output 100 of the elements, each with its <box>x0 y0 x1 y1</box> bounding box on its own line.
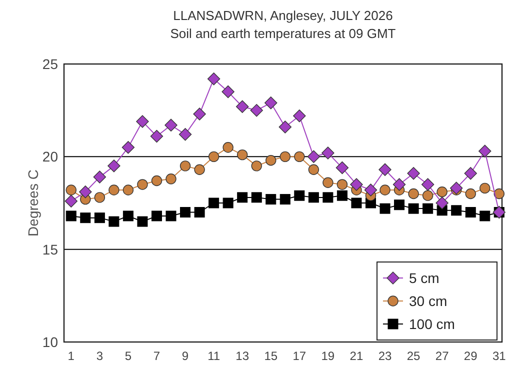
point <box>66 210 76 222</box>
legend-label: 30 cm <box>409 293 448 309</box>
point <box>408 188 419 200</box>
point <box>465 207 476 218</box>
point <box>478 144 492 158</box>
point <box>422 203 434 214</box>
point <box>480 210 490 222</box>
point <box>108 216 120 227</box>
point <box>308 192 319 203</box>
point <box>151 175 162 186</box>
point <box>137 179 148 190</box>
x-tick-label: 31 <box>492 349 506 363</box>
point <box>250 104 263 117</box>
y-tick-label: 25 <box>42 56 58 72</box>
point <box>307 150 320 164</box>
x-tick-label: 23 <box>378 349 392 363</box>
point <box>136 115 149 128</box>
point <box>237 192 248 203</box>
point <box>122 210 134 222</box>
point <box>264 96 278 110</box>
x-tick-label: 27 <box>435 349 450 363</box>
point <box>494 188 504 200</box>
point <box>193 108 206 120</box>
point <box>266 155 276 166</box>
point <box>207 72 220 86</box>
x-tick-label: 19 <box>321 349 335 363</box>
point <box>380 203 390 214</box>
point <box>180 160 191 172</box>
x-tick-label: 17 <box>292 349 306 363</box>
point <box>322 146 334 160</box>
point <box>322 177 334 188</box>
point <box>336 179 348 190</box>
point <box>122 184 134 196</box>
point <box>394 200 405 210</box>
point <box>294 190 305 201</box>
point <box>251 192 262 203</box>
x-tick-label: 7 <box>153 349 160 363</box>
point <box>150 130 164 143</box>
point <box>166 174 176 184</box>
point <box>480 182 490 194</box>
point <box>280 151 290 162</box>
point <box>422 190 434 201</box>
x-tick-label: 9 <box>182 349 189 363</box>
point <box>336 190 348 201</box>
point <box>308 164 320 175</box>
point <box>208 151 220 162</box>
point <box>280 194 290 205</box>
point <box>164 118 178 132</box>
point <box>180 207 191 218</box>
x-tick-label: 15 <box>264 349 278 363</box>
x-tick-label: 25 <box>406 349 421 363</box>
point <box>194 207 205 218</box>
x-tick-label: 11 <box>208 349 220 363</box>
point <box>378 163 392 176</box>
x-tick-label: 21 <box>350 349 364 363</box>
x-tick-label: 29 <box>464 349 478 363</box>
point <box>166 210 176 222</box>
point <box>122 141 135 154</box>
point <box>407 166 420 180</box>
point <box>293 110 306 122</box>
point <box>450 182 463 195</box>
point <box>108 184 120 196</box>
point <box>364 184 378 196</box>
point <box>222 142 234 153</box>
point <box>137 216 148 227</box>
point <box>351 198 362 208</box>
point <box>151 210 162 222</box>
point <box>436 196 448 210</box>
y-axis-title: Degrees C <box>25 170 41 236</box>
x-tick-label: 1 <box>68 349 75 363</box>
point <box>408 203 419 214</box>
point <box>251 160 262 172</box>
x-tick-label: 5 <box>124 349 132 363</box>
point <box>94 212 105 224</box>
point <box>222 85 234 98</box>
y-tick-label: 10 <box>42 334 58 350</box>
point <box>236 100 249 113</box>
point <box>178 128 192 141</box>
point <box>336 161 349 174</box>
chart-subtitle: Soil and earth temperatures at 09 GMT <box>170 26 396 41</box>
point <box>322 192 334 203</box>
point <box>436 186 448 198</box>
point <box>194 164 205 175</box>
point <box>380 184 390 196</box>
point <box>236 149 248 160</box>
point <box>392 178 406 191</box>
point <box>222 198 234 208</box>
point <box>465 188 476 200</box>
point <box>278 120 292 134</box>
point <box>80 212 91 224</box>
point <box>64 194 78 208</box>
point <box>421 178 434 191</box>
point <box>350 178 363 191</box>
point <box>294 151 305 162</box>
point <box>79 186 92 198</box>
legend-label: 5 cm <box>409 270 440 286</box>
point <box>266 194 276 205</box>
point <box>94 192 106 203</box>
y-tick-label: 15 <box>42 241 58 258</box>
chart-title: LLANSADWRN, Anglesey, JULY 2026 <box>173 8 393 23</box>
